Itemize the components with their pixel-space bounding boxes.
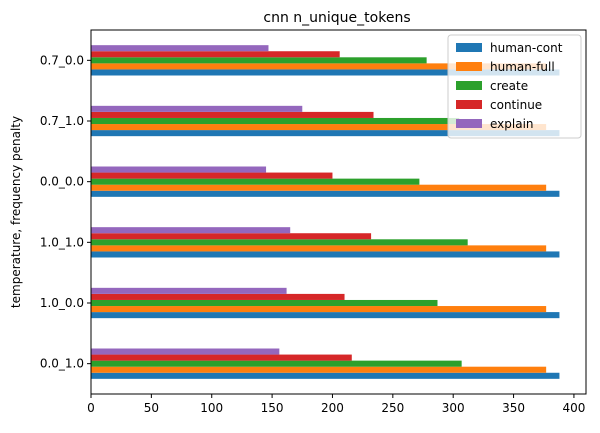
bar-explain-1.0_1.0 <box>91 227 291 234</box>
x-tick-label: 400 <box>562 401 585 415</box>
x-tick-label: 350 <box>502 401 525 415</box>
y-tick-label: 1.0_1.0 <box>40 235 84 249</box>
x-tick-label: 100 <box>200 401 223 415</box>
bar-create-1.0_1.0 <box>91 239 468 246</box>
y-tick-label: 0.7_0.0 <box>40 53 84 67</box>
bar-continue-0.7_0.0 <box>91 51 340 58</box>
bar-human-full-0.7_1.0 <box>91 124 547 131</box>
legend-label-human-cont: human-cont <box>490 41 563 55</box>
bar-continue-0.7_1.0 <box>91 111 374 118</box>
x-axis: 0 50 100 150 200 250 300 350 400 <box>87 394 585 415</box>
bar-human-full-0.0_1.0 <box>91 366 547 373</box>
bar-human-cont-0.7_1.0 <box>91 130 560 137</box>
legend-label-human-full: human-full <box>490 60 555 74</box>
bar-explain-1.0_0.0 <box>91 287 287 294</box>
legend: human-cont human-full create continue explai… <box>447 34 582 139</box>
bar-continue-0.0_0.0 <box>91 172 333 179</box>
x-tick-label: 50 <box>144 401 159 415</box>
bar-human-cont-0.0_1.0 <box>91 372 560 379</box>
x-tick-label: 250 <box>381 401 404 415</box>
bar-human-full-1.0_1.0 <box>91 245 547 252</box>
bar-explain-0.7_1.0 <box>91 105 303 112</box>
legend-swatch-create <box>456 81 482 90</box>
bar-create-0.0_0.0 <box>91 178 420 185</box>
bar-explain-0.0_1.0 <box>91 348 280 355</box>
legend-box <box>447 34 582 139</box>
legend-swatch-continue <box>456 100 482 109</box>
y-axis: 0.0_1.0 1.0_0.0 1.0_1.0 0.0_0.0 0.7_1.0 0.7_0… <box>40 53 91 371</box>
bar-create-0.7_0.0 <box>91 57 427 64</box>
bar-human-cont-0.0_0.0 <box>91 190 560 197</box>
y-tick-label: 1.0_0.0 <box>40 296 84 310</box>
bar-continue-1.0_1.0 <box>91 233 372 240</box>
y-axis-label: temperature, frequency penalty <box>9 116 23 308</box>
bar-human-full-0.7_0.0 <box>91 63 547 70</box>
x-tick-label: 200 <box>321 401 344 415</box>
bar-human-cont-0.7_0.0 <box>91 69 560 76</box>
x-tick-label: 150 <box>261 401 284 415</box>
bar-continue-1.0_0.0 <box>91 293 345 300</box>
bar-continue-0.0_1.0 <box>91 354 352 361</box>
y-tick-label: 0.0_1.0 <box>40 357 84 371</box>
bar-explain-0.0_0.0 <box>91 166 267 173</box>
bar-human-full-1.0_0.0 <box>91 306 547 313</box>
bar-human-cont-1.0_0.0 <box>91 312 560 319</box>
legend-swatch-human-full <box>456 62 482 71</box>
bar-create-0.0_1.0 <box>91 360 462 367</box>
bars-group <box>91 45 560 379</box>
bar-human-cont-1.0_1.0 <box>91 251 560 258</box>
chart-title: cnn n_unique_tokens <box>263 10 410 26</box>
plot-area-frame <box>90 29 587 395</box>
x-tick-label: 300 <box>442 401 465 415</box>
legend-label-continue: continue <box>490 98 542 112</box>
bar-create-1.0_0.0 <box>91 299 438 307</box>
bar-human-full-0.0_0.0 <box>91 184 547 191</box>
y-tick-label: 0.7_1.0 <box>40 114 84 128</box>
bar-create-0.7_1.0 <box>91 117 460 125</box>
legend-swatch-explain <box>456 119 482 128</box>
y-tick-label: 0.0_0.0 <box>40 175 84 189</box>
legend-label-explain: explain <box>490 117 534 131</box>
legend-label-create: create <box>490 79 528 93</box>
legend-swatch-human-cont <box>456 43 482 52</box>
bar-explain-0.7_0.0 <box>91 45 269 52</box>
x-tick-label: 0 <box>87 401 95 415</box>
